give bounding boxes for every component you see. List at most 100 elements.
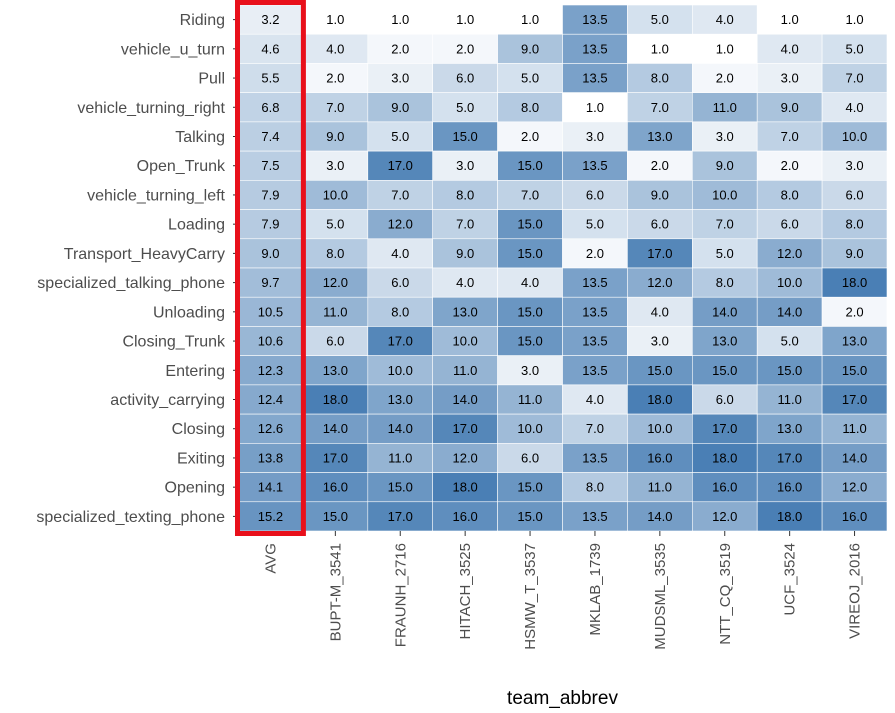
- heatmap-cell: [562, 63, 628, 93]
- heatmap-cell: [756, 443, 823, 473]
- cell-value-label: 8.0: [846, 217, 864, 232]
- cell-value-label: 1.0: [716, 41, 734, 56]
- cell-value-label: 6.0: [521, 450, 539, 465]
- cell-value-label: 4.6: [261, 41, 279, 56]
- row-label: vehicle_u_turn: [121, 41, 225, 58]
- heatmap-cell: [756, 209, 823, 240]
- cell-value-label: 14.0: [452, 392, 477, 407]
- heatmap-cell: [756, 501, 823, 532]
- cell-value-label: 4.0: [846, 100, 864, 115]
- column-label: HSMW_T_3537: [522, 543, 539, 650]
- cell-value-label: 14.0: [777, 304, 802, 319]
- heatmap-cell: [562, 92, 628, 123]
- heatmap-cell: [627, 296, 693, 327]
- cell-value-label: 17.0: [452, 421, 477, 436]
- heatmap-cell: [302, 180, 369, 210]
- cell-value-label: 17.0: [647, 246, 672, 261]
- cell-value-label: 12.0: [647, 275, 672, 290]
- cell-value-label: 7.0: [391, 187, 409, 202]
- row-label: Closing: [172, 421, 225, 438]
- heatmap-cell: [367, 384, 433, 415]
- heatmap-cell: [821, 443, 888, 473]
- cell-value-label: 5.0: [326, 217, 344, 232]
- heatmap-cell: [367, 501, 433, 532]
- heatmap-cell: [627, 384, 693, 415]
- cell-value-label: 4.0: [716, 12, 734, 27]
- heatmap-cell: [367, 209, 433, 240]
- cell-value-label: 2.0: [651, 158, 669, 173]
- cell-value-label: 10.5: [258, 304, 283, 319]
- cell-value-label: 13.5: [582, 304, 607, 319]
- heatmap-cell: [302, 238, 369, 269]
- cell-value-label: 15.0: [842, 363, 867, 378]
- heatmap-cell: [562, 501, 628, 532]
- heatmap-cell: [497, 238, 563, 269]
- cell-value-label: 1.0: [651, 41, 669, 56]
- cell-value-label: 13.5: [582, 334, 607, 349]
- cell-value-label: 7.0: [781, 129, 799, 144]
- heatmap-cell: [562, 413, 628, 444]
- heatmap-cell: [497, 326, 563, 356]
- cell-value-label: 16.0: [452, 509, 477, 524]
- heatmap-cell: [432, 501, 498, 532]
- cell-value-label: 16.0: [323, 480, 348, 495]
- cell-value-label: 10.6: [258, 334, 283, 349]
- heatmap-cell: [497, 121, 563, 152]
- heatmap-cell: [821, 63, 888, 93]
- cell-value-label: 2.0: [326, 71, 344, 86]
- heatmap-cell: [627, 4, 693, 35]
- heatmap-cell: [756, 33, 823, 64]
- heatmap-cell: [691, 267, 758, 298]
- cell-value-label: 9.0: [716, 158, 734, 173]
- cell-value-label: 15.0: [777, 363, 802, 378]
- cell-value-label: 10.0: [323, 187, 348, 202]
- column-label: UCF_3524: [782, 543, 799, 616]
- cell-value-label: 9.0: [261, 246, 279, 261]
- heatmap-cell: [821, 150, 888, 181]
- cell-value-label: 8.0: [716, 275, 734, 290]
- cell-value-label: 17.0: [388, 334, 413, 349]
- cell-value-label: 18.0: [452, 480, 477, 495]
- column-label: BUPT-M_3541: [327, 543, 344, 641]
- column-label: HITACH_3525: [457, 543, 474, 639]
- cell-value-label: 7.0: [326, 100, 344, 115]
- cell-value-label: 7.0: [586, 421, 604, 436]
- heatmap-cell: [691, 180, 758, 210]
- heatmap-cell: [237, 355, 304, 386]
- heatmap-cell: [691, 413, 758, 444]
- x-axis-title: team_abbrev: [507, 688, 618, 709]
- cell-value-label: 10.0: [842, 129, 867, 144]
- cell-value-label: 15.0: [517, 480, 542, 495]
- cell-value-label: 13.0: [647, 129, 672, 144]
- cell-value-label: 2.0: [586, 246, 604, 261]
- heatmap-cell: [691, 150, 758, 181]
- cell-value-label: 8.0: [651, 71, 669, 86]
- cell-value-label: 11.0: [713, 100, 737, 115]
- cell-value-label: 9.0: [456, 246, 474, 261]
- row-label: vehicle_turning_right: [77, 100, 225, 117]
- cell-value-label: 3.0: [846, 158, 864, 173]
- cell-value-labels: 3.2 1.0 1.0 1.0 1.0 13.5 5.0 4.0 1.0 1.0 4.6 4.0 2.0…: [258, 12, 867, 524]
- cell-value-label: 3.0: [521, 363, 539, 378]
- heatmap-cell: [821, 326, 888, 356]
- heatmap-cell: [432, 121, 498, 152]
- cell-value-label: 16.0: [712, 480, 737, 495]
- heatmap-cell: [821, 121, 888, 152]
- row-label: Unloading: [153, 304, 225, 321]
- heatmap-cell: [367, 4, 433, 35]
- cell-value-label: 7.5: [261, 158, 279, 173]
- row-label: Pull: [198, 71, 225, 88]
- cell-value-label: 3.0: [586, 129, 604, 144]
- heatmap-cell: [821, 501, 888, 532]
- row-label: Riding: [180, 12, 225, 29]
- cell-value-label: 16.0: [647, 450, 672, 465]
- heatmap-cell: [627, 180, 693, 210]
- column-label: MUDSML_3535: [652, 543, 669, 650]
- heatmap-cell: [432, 472, 498, 503]
- cell-value-label: 9.0: [521, 41, 539, 56]
- cell-value-label: 8.0: [781, 187, 799, 202]
- cell-value-label: 5.0: [391, 129, 409, 144]
- cell-value-label: 15.2: [258, 509, 283, 524]
- cell-value-label: 10.0: [712, 187, 737, 202]
- cell-value-label: 15.0: [452, 129, 477, 144]
